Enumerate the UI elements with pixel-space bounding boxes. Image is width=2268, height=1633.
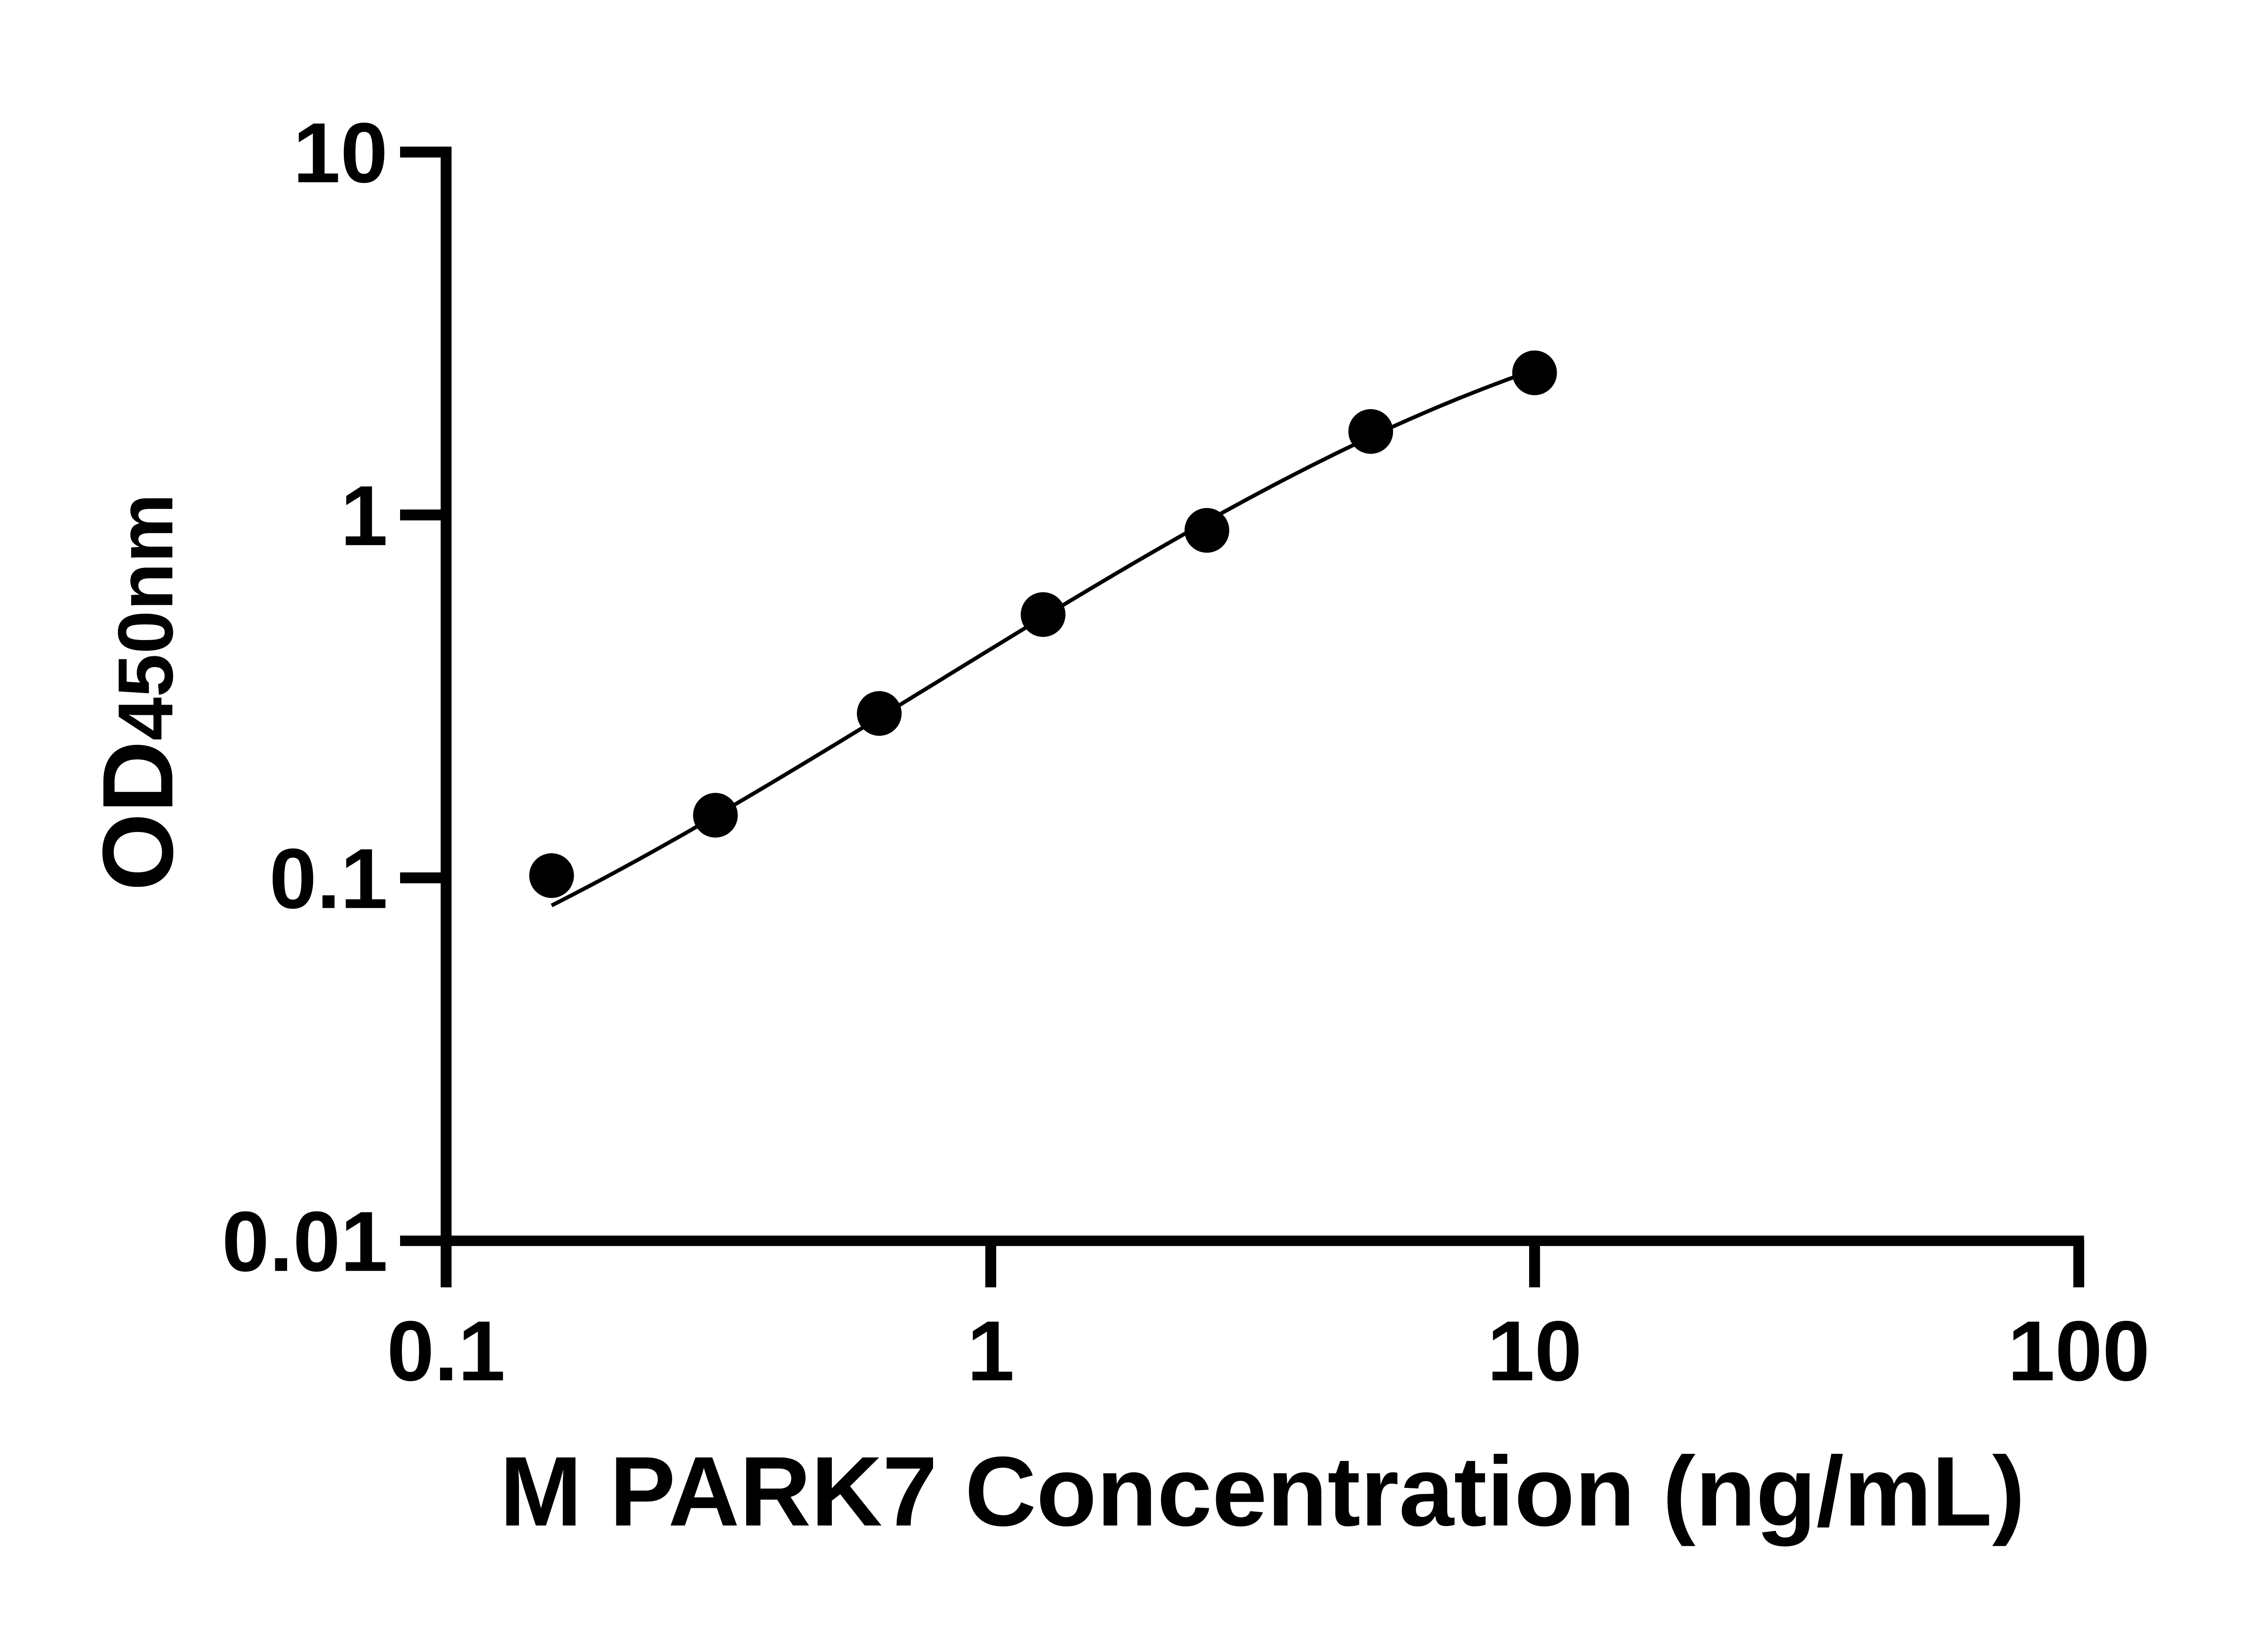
svg-text:10: 10 [1487, 1303, 1582, 1398]
svg-text:100: 100 [2008, 1303, 2150, 1398]
svg-text:10: 10 [293, 105, 388, 200]
svg-text:0.01: 0.01 [222, 1194, 388, 1289]
svg-text:M PARK7 Concentration (ng/mL): M PARK7 Concentration (ng/mL) [500, 1437, 2025, 1547]
svg-text:1: 1 [340, 468, 388, 563]
svg-text:1: 1 [967, 1303, 1015, 1398]
svg-text:0.1: 0.1 [269, 831, 388, 926]
svg-text:0.1: 0.1 [387, 1303, 505, 1398]
